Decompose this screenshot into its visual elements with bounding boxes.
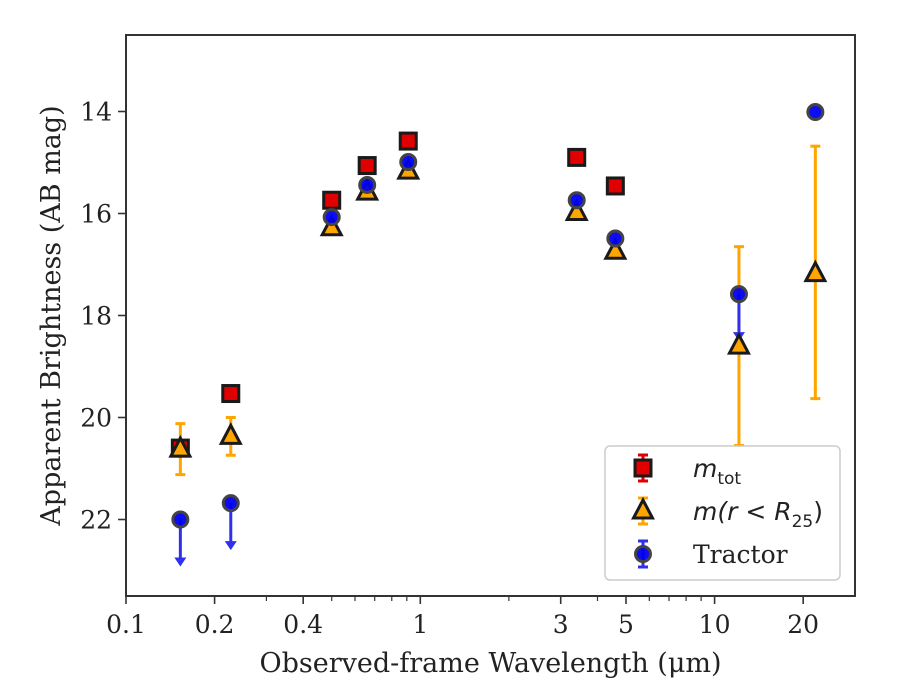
tractor-point — [567, 191, 586, 210]
y-axis-label: Apparent Brightness (AB mag) — [36, 105, 67, 526]
legend-marker-tractor — [634, 545, 652, 563]
y-tick-label: 22 — [80, 506, 112, 535]
legend-marker-mr25 — [631, 496, 655, 520]
tractor-point — [322, 208, 341, 227]
tractor-upper-limit-arrow — [174, 557, 187, 567]
legend-box — [604, 445, 841, 581]
tractor-point — [606, 229, 625, 248]
mtot-point — [221, 384, 241, 404]
mtot-point — [605, 176, 625, 196]
mtot-point — [357, 156, 377, 176]
mtot-point — [398, 131, 418, 151]
mr25-point — [564, 198, 589, 221]
y-tick-label: 18 — [80, 302, 112, 331]
data-markers — [168, 103, 828, 529]
tractor-point — [806, 103, 825, 122]
y-tick-label: 20 — [80, 404, 112, 433]
legend: mtot m(r < R25) Tractor — [604, 445, 841, 581]
mr25-point — [218, 422, 243, 445]
tractor-point — [729, 285, 748, 304]
y-tick-label: 14 — [80, 98, 112, 127]
mr25-point — [168, 434, 193, 458]
x-tick-label: 0.2 — [195, 610, 235, 639]
legend-label-mr25: m(r < R25) — [693, 497, 823, 532]
x-tick-label: 20 — [787, 610, 819, 639]
y-tick-label: 16 — [80, 200, 112, 229]
x-tick-label: 0.1 — [106, 610, 146, 639]
x-tick-label: 10 — [699, 610, 731, 639]
mr25-point — [726, 331, 751, 355]
tractor-upper-limit-arrow — [224, 541, 237, 551]
x-tick-label: 5 — [618, 610, 634, 639]
x-axis-ticks: 0.1 0.2 0.4 1 3 5 10 20 — [106, 596, 819, 639]
legend-label-tractor: Tractor — [693, 540, 788, 569]
x-tick-label: 1 — [412, 610, 428, 639]
tractor-point — [221, 494, 240, 513]
x-axis-label: Observed-frame Wavelength (μm) — [259, 648, 721, 679]
legend-label-mtot: mtot — [693, 454, 741, 489]
mr25-point — [603, 237, 628, 260]
x-tick-label: 0.4 — [283, 610, 323, 639]
y-axis-ticks: 14 16 18 20 22 — [80, 98, 126, 535]
legend-marker-mtot — [633, 458, 653, 478]
tractor-point — [171, 510, 190, 529]
tractor-point — [399, 152, 418, 171]
mtot-point — [322, 190, 342, 210]
mr25-point — [803, 259, 828, 283]
mtot-point — [567, 147, 587, 167]
x-tick-label: 3 — [553, 610, 569, 639]
tractor-point — [358, 175, 377, 194]
